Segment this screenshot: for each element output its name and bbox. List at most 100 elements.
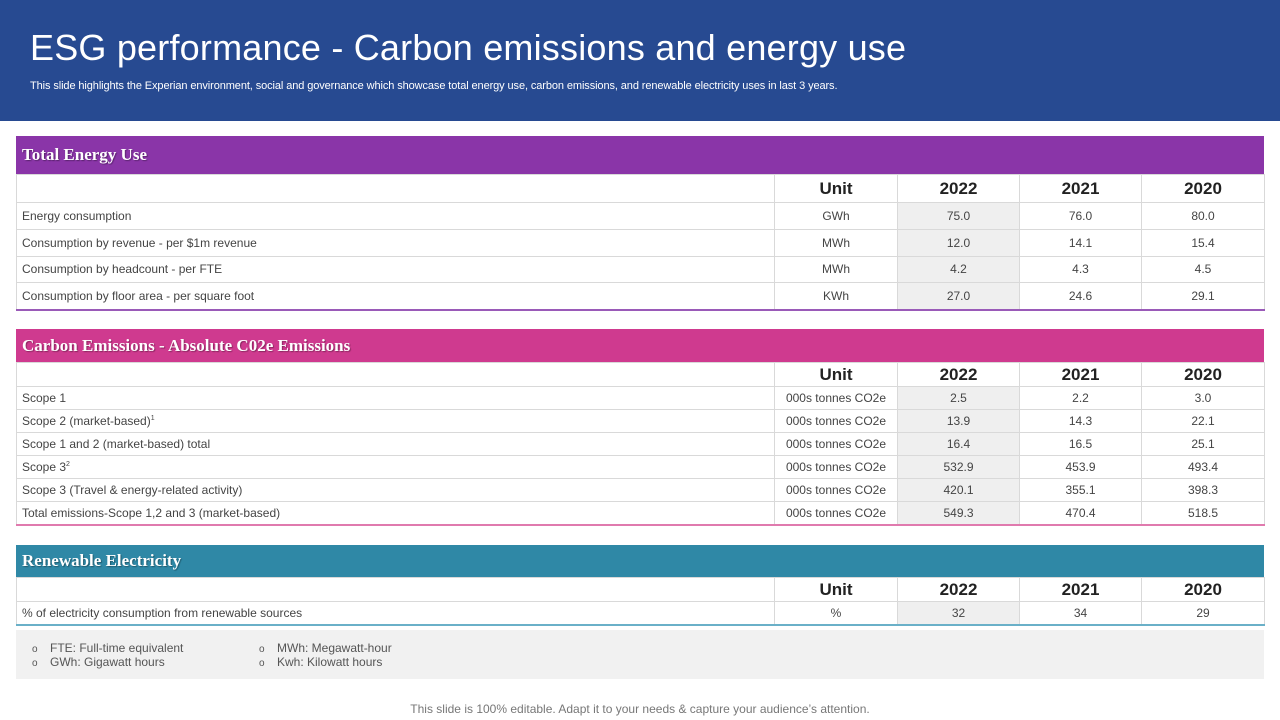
- row-label: Consumption by floor area - per square f…: [16, 282, 775, 311]
- header-cell-unit: Unit: [774, 362, 898, 387]
- row-unit: 000s tonnes CO2e: [774, 409, 898, 433]
- note-item: o MWh: Megawatt-hour: [259, 641, 392, 655]
- table-row: % of electricity consumption from renewa…: [16, 601, 1265, 626]
- row-label: Energy consumption: [16, 202, 775, 230]
- circle-bullet-icon: o: [259, 644, 265, 655]
- note-text: FTE: Full-time equivalent: [50, 641, 184, 655]
- row-label: Scope 1 and 2 (market-based) total: [22, 437, 211, 451]
- value-2020: 80.0: [1141, 202, 1265, 230]
- row-unit: %: [774, 601, 898, 626]
- header-cell-2020: 2020: [1141, 362, 1265, 387]
- circle-bullet-icon: o: [259, 658, 265, 669]
- row-label-cell: Total emissions-Scope 1,2 and 3 (market-…: [16, 501, 775, 526]
- value-2022: 75.0: [897, 202, 1020, 230]
- energy-section: Total Energy Use Unit 2022 2021 2020 Ene…: [16, 136, 1265, 311]
- table-row: Scope 2 (market-based)1 000s tonnes CO2e…: [16, 409, 1265, 433]
- renewable-table: Unit 2022 2021 2020 % of electricity con…: [16, 577, 1265, 626]
- renewable-section-title: Renewable Electricity: [16, 545, 1264, 577]
- footnote-marker: 2: [66, 461, 70, 468]
- value-2022: 2.5: [897, 386, 1020, 410]
- carbon-section-title: Carbon Emissions - Absolute C02e Emissio…: [16, 329, 1264, 362]
- note-text: Kwh: Kilowatt hours: [277, 655, 383, 669]
- table-header-row: Unit 2022 2021 2020: [16, 174, 1265, 203]
- table-row: Scope 3 (Travel & energy-related activit…: [16, 478, 1265, 502]
- value-2021: 24.6: [1019, 282, 1142, 311]
- footnote-marker: 1: [150, 415, 155, 422]
- row-label: Scope 2 (market-based): [22, 414, 151, 428]
- value-2022: 532.9: [897, 455, 1020, 479]
- row-label: Total emissions-Scope 1,2 and 3 (market-…: [22, 505, 281, 520]
- value-2021: 2.2: [1019, 386, 1142, 410]
- value-2021: 355.1: [1019, 478, 1142, 502]
- row-label: Scope 1: [22, 391, 67, 405]
- header-cell-2021: 2021: [1019, 577, 1142, 602]
- table-row: Scope 1 000s tonnes CO2e 2.5 2.2 3.0: [16, 386, 1265, 410]
- value-2020: 29.1: [1141, 282, 1265, 311]
- footer-text: This slide is 100% editable. Adapt it to…: [410, 702, 870, 716]
- header-cell-unit: Unit: [774, 174, 898, 203]
- value-2020: 15.4: [1141, 228, 1265, 257]
- header-cell-2020: 2020: [1141, 577, 1265, 602]
- value-2022: 27.0: [897, 282, 1020, 311]
- value-2022: 32: [897, 601, 1020, 626]
- value-2021: 14.1: [1019, 228, 1142, 257]
- value-2021: 34: [1019, 601, 1142, 626]
- value-2020: 518.5: [1141, 501, 1265, 526]
- carbon-table: Unit 2022 2021 2020 Scope 1 000s tonnes …: [16, 362, 1265, 526]
- value-2022: 420.1: [897, 478, 1020, 502]
- row-label-cell: Scope 1: [16, 386, 775, 410]
- notes-box: o FTE: Full-time equivalent o GWh: Gigawat…: [16, 630, 1264, 679]
- header-cell-empty: [16, 174, 775, 203]
- value-2021: 470.4: [1019, 501, 1142, 526]
- row-unit: MWh: [774, 255, 898, 284]
- header-cell-2022: 2022: [897, 362, 1020, 387]
- value-2020: 3.0: [1141, 386, 1265, 410]
- energy-section-title: Total Energy Use: [16, 136, 1264, 174]
- row-unit: 000s tonnes CO2e: [774, 432, 898, 456]
- table-header-row: Unit 2022 2021 2020: [16, 362, 1265, 387]
- value-2022: 13.9: [897, 409, 1020, 433]
- row-unit: 000s tonnes CO2e: [774, 501, 898, 526]
- row-label: Consumption by revenue - per $1m revenue: [16, 228, 775, 257]
- row-label: Consumption by headcount - per FTE: [16, 255, 775, 284]
- row-label: Scope 3: [22, 460, 67, 474]
- value-2020: 29: [1141, 601, 1265, 626]
- value-2020: 493.4: [1141, 455, 1265, 479]
- value-2020: 22.1: [1141, 409, 1265, 433]
- header-cell-2020: 2020: [1141, 174, 1265, 203]
- row-label: % of electricity consumption from renewa…: [16, 601, 775, 626]
- value-2020: 4.5: [1141, 255, 1265, 284]
- header-cell-2021: 2021: [1019, 362, 1142, 387]
- note-item: o Kwh: Kilowatt hours: [259, 655, 382, 669]
- value-2020: 398.3: [1141, 478, 1265, 502]
- table-row: Consumption by revenue - per $1m revenue…: [16, 228, 1265, 257]
- page-title: ESG performance - Carbon emissions and e…: [30, 27, 907, 68]
- note-text: MWh: Megawatt-hour: [277, 641, 392, 655]
- value-2021: 16.5: [1019, 432, 1142, 456]
- note-text: GWh: Gigawatt hours: [50, 655, 165, 669]
- slide-header: ESG performance - Carbon emissions and e…: [0, 0, 1280, 121]
- header-cell-2022: 2022: [897, 174, 1020, 203]
- value-2022: 12.0: [897, 228, 1020, 257]
- value-2021: 453.9: [1019, 455, 1142, 479]
- table-row: Scope 1 and 2 (market-based) total 000s …: [16, 432, 1265, 456]
- row-unit: GWh: [774, 202, 898, 230]
- table-header-row: Unit 2022 2021 2020: [16, 577, 1265, 602]
- header-cell-2021: 2021: [1019, 174, 1142, 203]
- header-cell-empty: [16, 577, 775, 602]
- row-unit: MWh: [774, 228, 898, 257]
- header-cell-unit: Unit: [774, 577, 898, 602]
- row-label: Scope 3 (Travel & energy-related activit…: [22, 483, 243, 497]
- row-label-cell: Scope 3 (Travel & energy-related activit…: [16, 478, 775, 502]
- table-row: Consumption by headcount - per FTE MWh 4…: [16, 255, 1265, 284]
- value-2021: 76.0: [1019, 202, 1142, 230]
- header-cell-2022: 2022: [897, 577, 1020, 602]
- table-row: Scope 32 000s tonnes CO2e 532.9 453.9 49…: [16, 455, 1265, 479]
- page-subtitle: This slide highlights the Experian envir…: [30, 80, 838, 92]
- table-row: Consumption by floor area - per square f…: [16, 282, 1265, 311]
- row-unit: 000s tonnes CO2e: [774, 478, 898, 502]
- carbon-section: Carbon Emissions - Absolute C02e Emissio…: [16, 329, 1265, 526]
- value-2021: 4.3: [1019, 255, 1142, 284]
- header-cell-empty: [16, 362, 775, 387]
- row-unit: 000s tonnes CO2e: [774, 386, 898, 410]
